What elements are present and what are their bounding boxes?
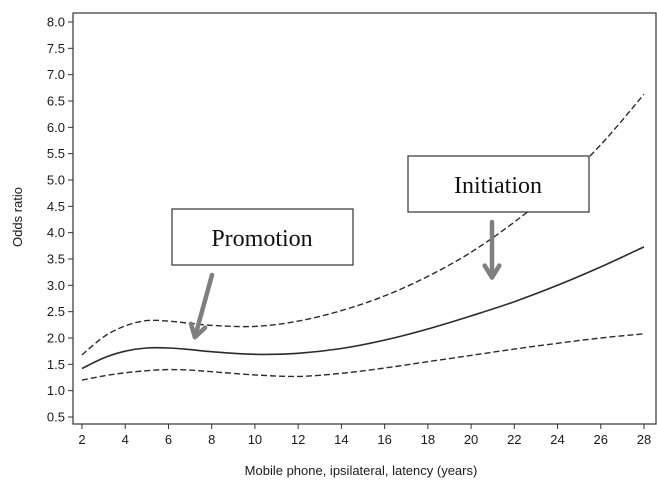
x-tick-label: 12 [291,432,305,447]
x-tick-label: 18 [421,432,435,447]
upper-ci-line [81,93,645,356]
x-tick-label: 6 [165,432,172,447]
y-tick-label: 5.5 [47,146,65,161]
y-tick-label: 7.0 [47,67,65,82]
y-tick-label: 7.5 [47,41,65,56]
y-tick-label: 6.0 [47,120,65,135]
promotion-callout-label: Promotion [211,226,312,252]
x-tick-label: 26 [594,432,608,447]
x-tick-label: 16 [377,432,391,447]
y-axis: 0.5 1.0 1.5 2.0 2.5 3.0 3.5 4.0 4.5 5.0 5.5 6.0 6.5 7… [47,15,73,425]
initiation-callout-box [407,155,590,213]
x-tick-label: 14 [334,432,348,447]
y-tick-label: 4.5 [47,199,65,214]
plot-area-frame [72,12,657,425]
x-tick-label: 22 [507,432,521,447]
x-tick-label: 4 [122,432,129,447]
y-tick-label: 8.0 [47,15,65,30]
x-tick-label: 2 [78,432,85,447]
initiation-arrow-icon [482,219,502,280]
x-tick-label: 24 [550,432,564,447]
y-tick-label: 3.0 [47,278,65,293]
x-tick-label: 8 [208,432,215,447]
y-tick-label: 1.0 [47,383,65,398]
y-tick-label: 1.5 [47,357,65,372]
y-tick-label: 3.5 [47,252,65,267]
x-tick-label: 28 [637,432,651,447]
y-axis-title: Odds ratio [10,187,25,247]
y-tick-label: 2.0 [47,331,65,346]
promotion-annotation: Promotion [171,208,354,340]
lower-ci-line [81,333,645,381]
y-tick-label: 2.5 [47,304,65,319]
y-tick-label: 4.0 [47,225,65,240]
y-tick-label: 6.5 [47,94,65,109]
odds-ratio-line [81,246,645,370]
initiation-callout-label: Initiation [454,173,542,199]
y-tick-label: 5.0 [47,173,65,188]
series-group [81,93,645,381]
x-axis-title: Mobile phone, ipsilateral, latency (year… [245,463,478,478]
x-tick-label: 10 [248,432,262,447]
initiation-annotation: Initiation [407,155,590,280]
promotion-arrow-icon [188,272,215,340]
x-axis: 2 4 6 8 10 12 14 16 18 20 22 24 26 28 [78,424,651,447]
promotion-callout-box [171,208,354,266]
x-tick-label: 20 [464,432,478,447]
y-tick-label: 0.5 [47,410,65,425]
